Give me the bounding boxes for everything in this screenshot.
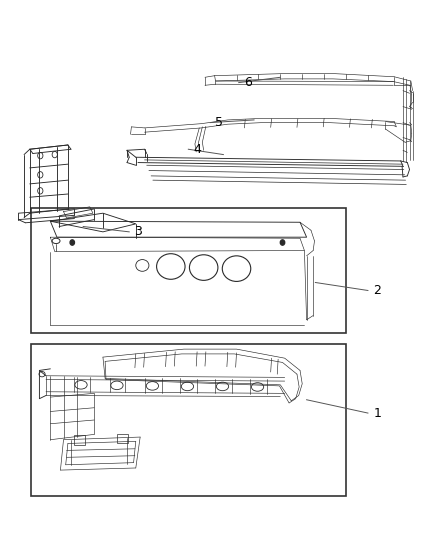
Text: 4: 4 [194,143,201,156]
Bar [74,435,85,445]
Bar [31,208,346,333]
Bar [117,434,128,443]
Text: 6: 6 [244,76,252,89]
Text: 5: 5 [215,116,223,129]
Circle shape [70,240,74,245]
Text: 3: 3 [134,225,142,238]
Circle shape [280,240,285,245]
Text: 2: 2 [373,284,381,297]
Bar [31,344,346,496]
Text: 1: 1 [373,407,381,419]
